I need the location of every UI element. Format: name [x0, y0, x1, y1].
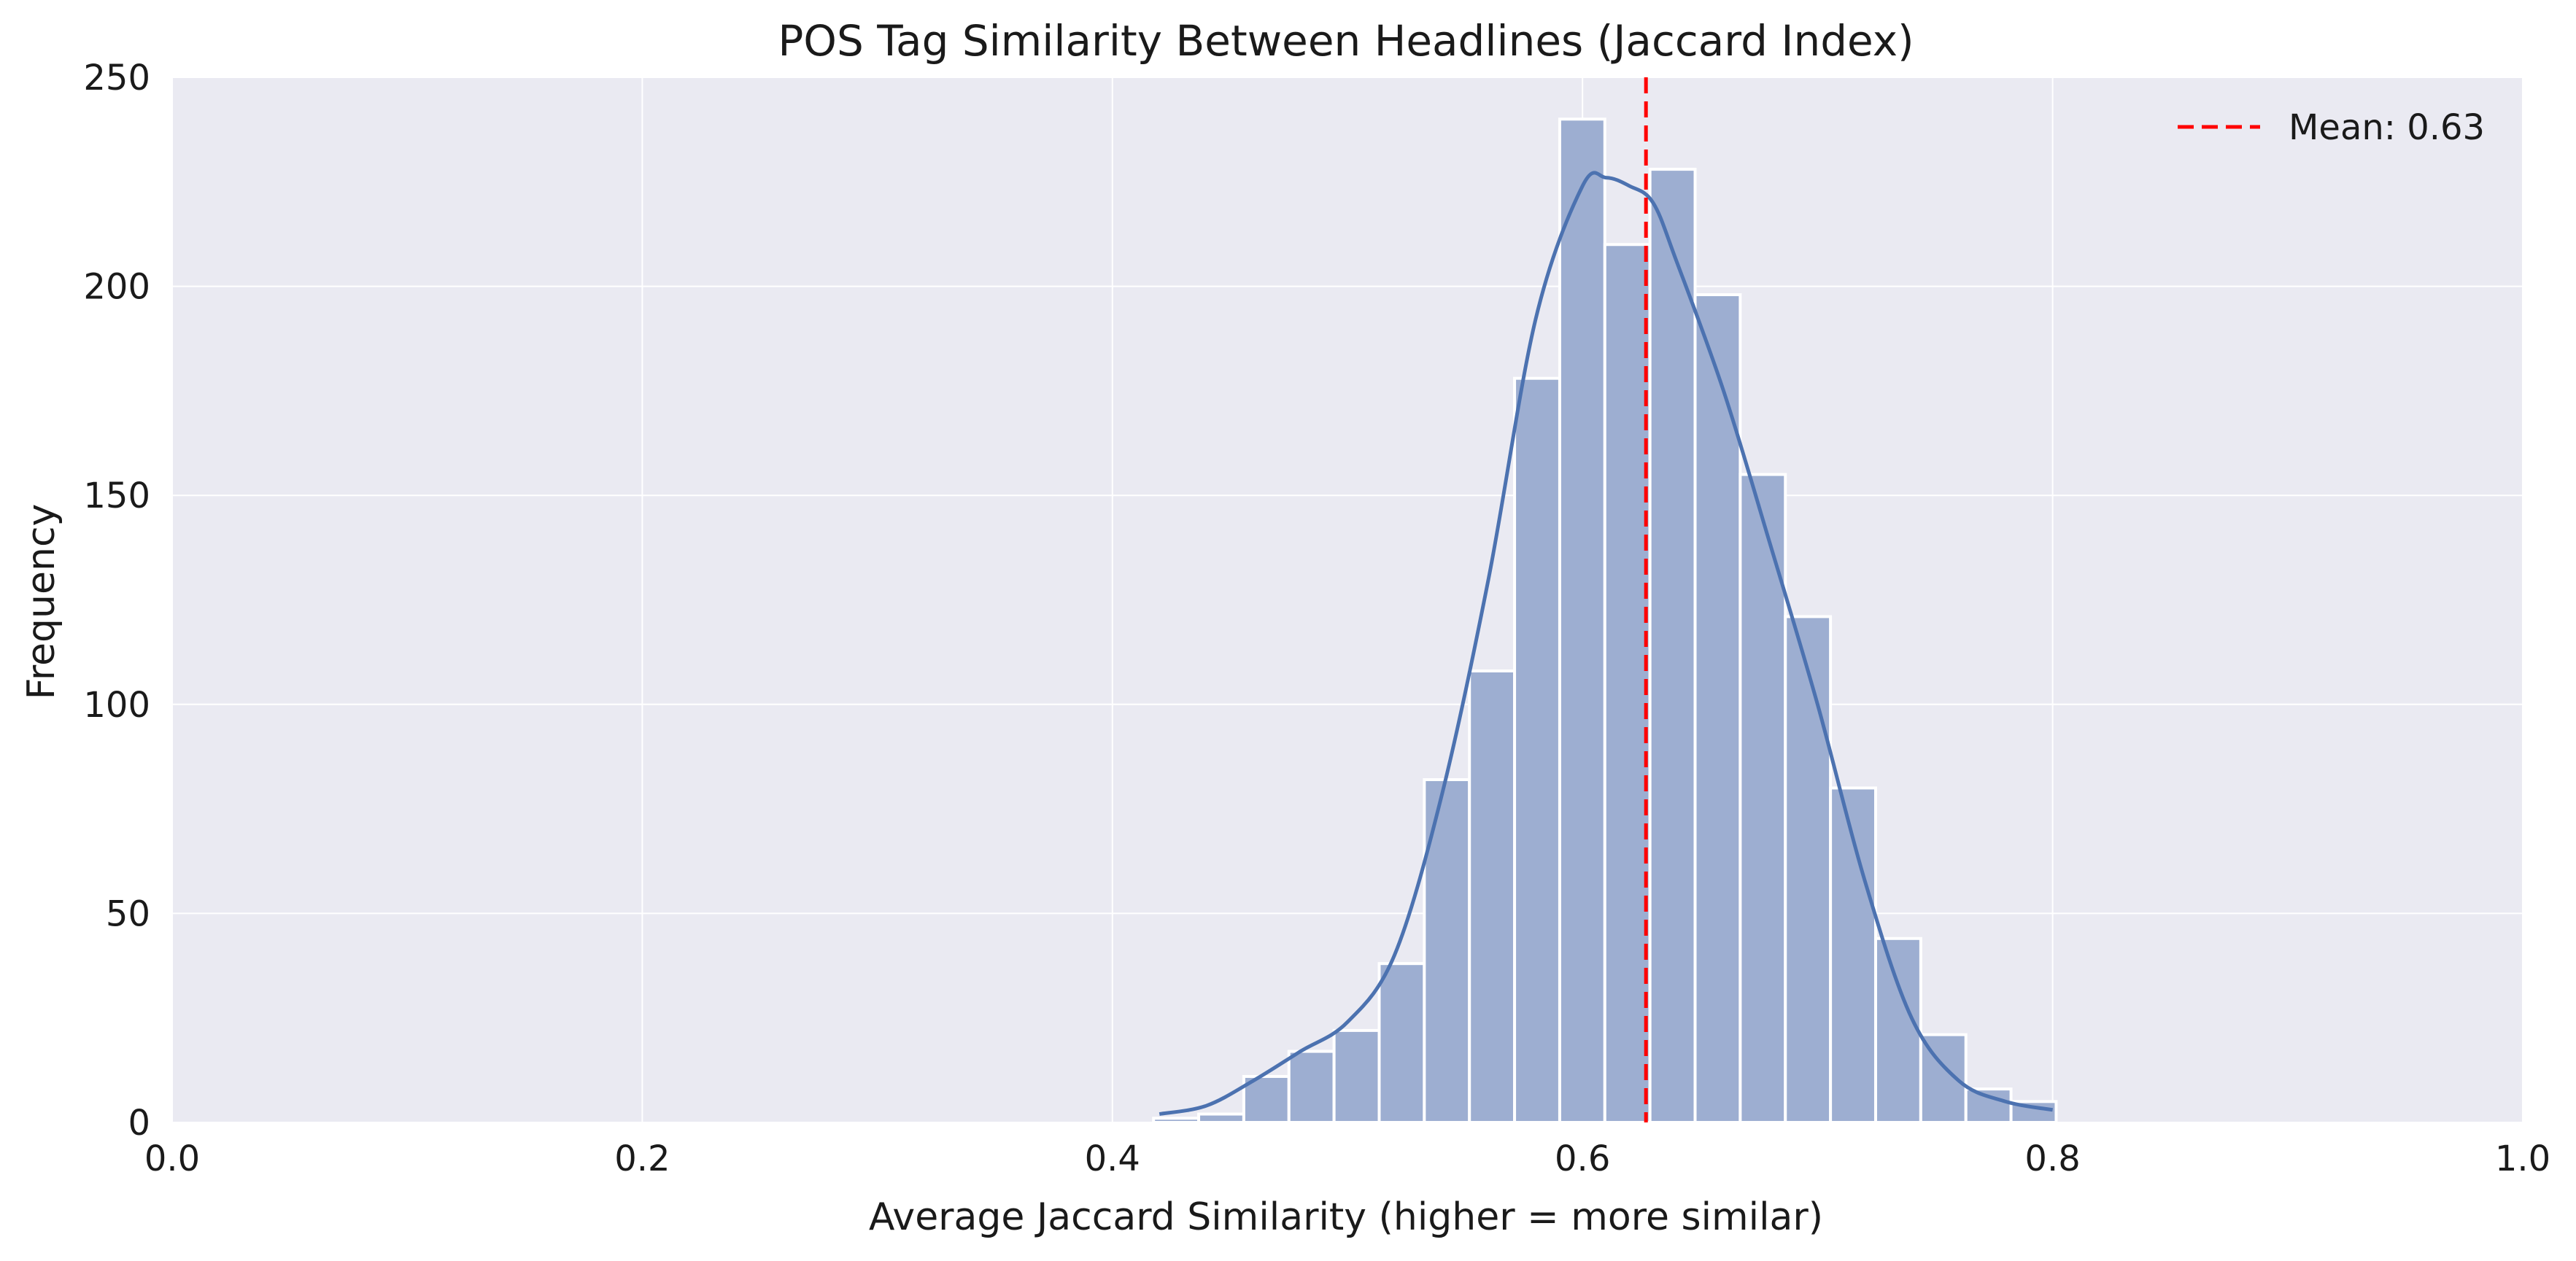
x-tick-label: 0.4 — [1085, 1138, 1140, 1179]
histogram-bar — [1332, 1028, 1381, 1124]
histogram-bar — [1738, 473, 1787, 1124]
y-tick-label: 0 — [128, 1103, 150, 1144]
plot-area — [172, 77, 2523, 1122]
y-axis-label: Frequency — [20, 504, 63, 700]
y-tick-label: 200 — [83, 267, 150, 308]
chart-title: POS Tag Similarity Between Headlines (Ja… — [778, 16, 1914, 66]
legend-label-mean: Mean: 0.63 — [2289, 107, 2485, 148]
y-tick-label: 150 — [83, 476, 150, 516]
histogram-bar — [1784, 615, 1833, 1124]
gridlines — [171, 77, 2523, 1123]
histogram-bar — [1377, 962, 1426, 1124]
histogram-bar — [1873, 936, 1922, 1124]
legend: Mean: 0.63 — [2178, 107, 2485, 148]
x-axis-label: Average Jaccard Similarity (higher = mor… — [869, 1195, 1823, 1239]
x-tick-label: 0.0 — [144, 1138, 200, 1179]
histogram-bar — [1603, 243, 1652, 1124]
histogram-bar — [1287, 1049, 1336, 1125]
y-axis-ticks: 0 50 100 150 200 250 — [83, 58, 150, 1144]
x-tick-label: 0.6 — [1555, 1138, 1610, 1179]
x-axis-ticks: 0.0 0.2 0.4 0.6 0.8 1.0 — [144, 1138, 2550, 1179]
histogram-bar — [1513, 376, 1561, 1124]
histogram-bar — [1152, 1117, 1201, 1124]
histogram-bar — [1197, 1112, 1245, 1125]
y-tick-label: 50 — [106, 893, 150, 934]
histogram-bar — [1558, 117, 1606, 1125]
histogram-bar — [1648, 168, 1697, 1124]
x-tick-label: 1.0 — [2495, 1138, 2550, 1179]
x-tick-label: 0.2 — [614, 1138, 670, 1179]
histogram-bar — [1964, 1087, 2013, 1125]
histogram-bar — [1693, 293, 1742, 1125]
histogram-bar — [1468, 669, 1517, 1124]
kde-curve — [1159, 171, 2054, 1117]
x-tick-label: 0.8 — [2024, 1138, 2080, 1179]
histogram-bars — [1152, 117, 2058, 1125]
y-tick-label: 250 — [83, 58, 150, 98]
y-tick-label: 100 — [83, 685, 150, 726]
